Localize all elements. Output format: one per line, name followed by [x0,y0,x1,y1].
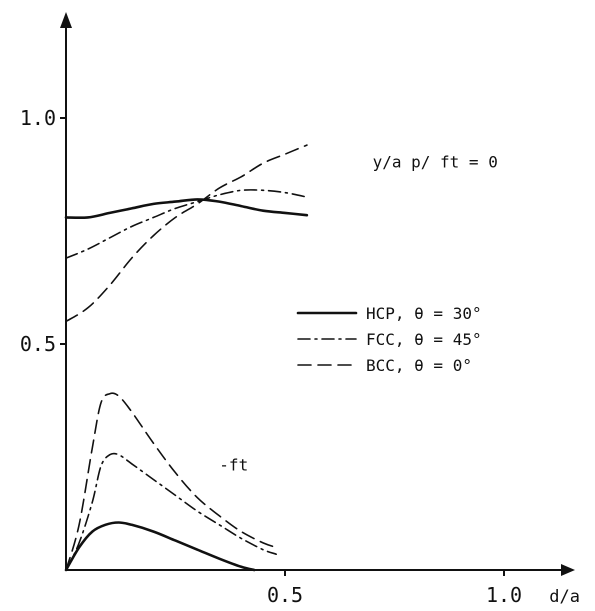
x-tick-label: 1.0 [486,583,522,607]
axes: 0.5 1.0 0.5 1.0 d/a [20,12,580,607]
annotations: y/a p/ ft = 0 -ft [219,153,498,475]
x-axis-label: d/a [549,587,580,607]
y-tick-label: 0.5 [20,332,56,356]
legend: HCP, θ = 30° FCC, θ = 45° BCC, θ = 0° [296,304,482,375]
series-line-ft-solid [64,521,256,572]
legend-label: HCP, θ = 30° [366,304,482,323]
legend-label: FCC, θ = 45° [366,330,482,349]
annotation-ya-pft-zero: y/a p/ ft = 0 [373,153,498,172]
x-axis-arrow [561,564,575,576]
x-tick-label: 0.5 [267,583,303,607]
series-line-ya-dashdot [65,189,308,259]
series-line-ya-solid [64,198,309,220]
series-line-ya-dashed [65,144,308,323]
annotation-minus-ft: -ft [219,456,248,475]
y-tick-label: 1.0 [20,106,56,130]
series-line-ft-dashed [65,392,277,571]
series-layer [64,144,309,572]
legend-label: BCC, θ = 0° [366,356,472,375]
series-line-ft-dashdot [65,452,277,571]
y-axis-arrow [60,12,72,28]
